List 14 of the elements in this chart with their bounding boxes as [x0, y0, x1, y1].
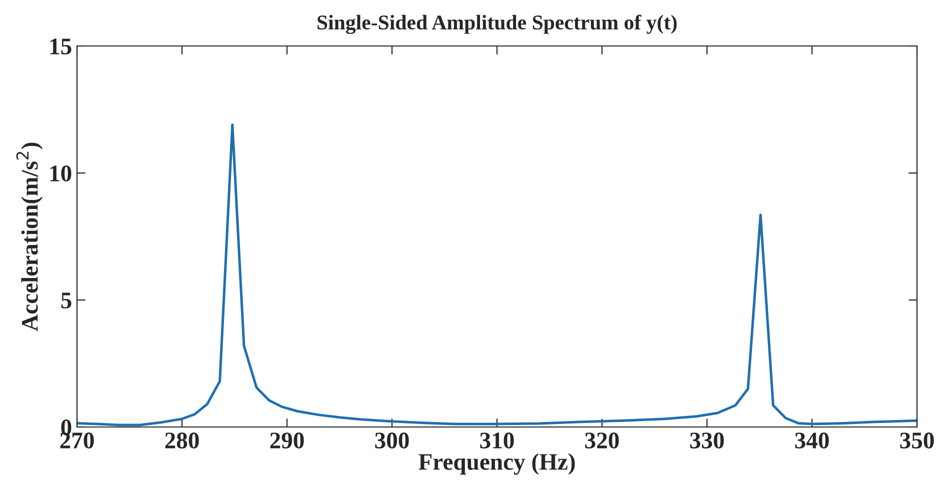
x-axis-title: Frequency (Hz): [418, 453, 575, 475]
chart-title: Single-Sided Amplitude Spectrum of y(t): [318, 14, 677, 34]
y-tick-label: 5: [61, 292, 72, 308]
x-tick-label: 280: [165, 432, 199, 448]
x-tick-label: 310: [480, 432, 514, 448]
x-tick-label: 320: [585, 432, 619, 448]
y-axis-title: Acceleration(m/s$^{2}$): [16, 142, 43, 332]
x-tick-label: 330: [690, 432, 724, 448]
x-tick-label: 350: [900, 432, 934, 448]
x-tick-label: 300: [375, 432, 409, 448]
y-tick-label: 10: [50, 165, 72, 182]
x-tick-label: 290: [270, 432, 304, 448]
y-tick-label: 15: [50, 38, 72, 54]
x-tick-label: 340: [795, 432, 829, 448]
